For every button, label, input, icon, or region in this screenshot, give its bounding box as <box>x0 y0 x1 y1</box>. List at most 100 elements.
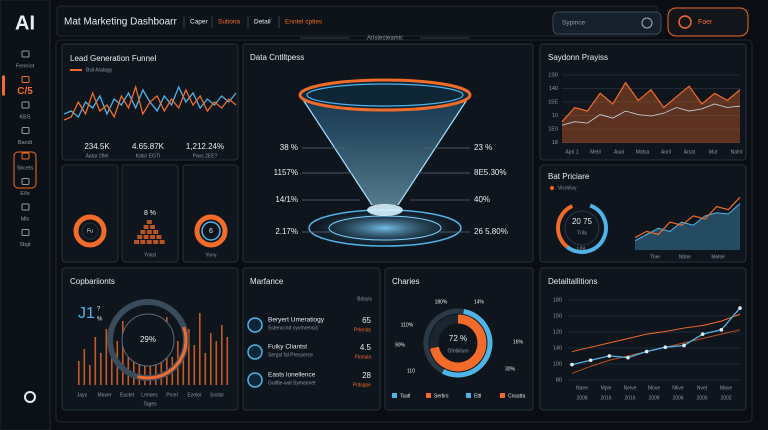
sidebar-item[interactable]: Fenniot <box>16 63 35 69</box>
search-icon <box>641 17 653 29</box>
pyramid-cell <box>137 235 143 239</box>
tab[interactable]: Sutiona <box>218 19 240 26</box>
bar <box>199 313 201 385</box>
funnel-label: 40% <box>474 195 490 204</box>
tab[interactable]: Enntel cpties <box>285 19 323 26</box>
y-tick-label: 180 <box>553 297 562 303</box>
item-sub: Sstenccnd oyvmrensis <box>268 325 319 331</box>
legend-label: Bsil Aralagy <box>86 67 113 73</box>
stat-value: 4.65.87K <box>132 142 165 151</box>
search-placeholder[interactable]: Sypince <box>562 20 586 27</box>
funnel-label: 38 % <box>280 143 298 152</box>
x-tick-label: Aoril <box>661 149 671 155</box>
line <box>561 81 741 123</box>
x-tick-label: 2009 <box>648 395 659 401</box>
bar <box>155 353 157 385</box>
x-tick-label: Lenoes <box>141 392 158 398</box>
x-tick-label: Nalnt <box>731 149 743 155</box>
x-tick-label: 2016 <box>600 395 611 401</box>
sidebar-item[interactable]: Sbgt <box>19 242 31 248</box>
item-icon <box>247 317 263 333</box>
sidebar-item[interactable]: KBS <box>19 114 30 120</box>
legend-dot <box>550 186 554 190</box>
tab[interactable]: Detail <box>254 19 271 26</box>
x-tick-label: Arsat <box>684 149 696 155</box>
gauge-label: Trila <box>577 230 587 236</box>
x-tick-label: 2002 <box>720 395 731 401</box>
point <box>663 345 668 350</box>
item-icon <box>247 372 263 388</box>
sidebar-icon <box>21 50 30 58</box>
sidebar-icon <box>21 127 30 134</box>
tab[interactable]: Caper <box>190 19 209 26</box>
funnel-core <box>367 204 403 216</box>
bar <box>105 329 108 385</box>
point <box>644 349 649 354</box>
item-value: 28 <box>362 371 371 380</box>
gauge-value: 29% <box>140 335 156 344</box>
search-box[interactable] <box>552 11 662 35</box>
pyramid-cell <box>146 230 152 234</box>
funnel-base-glow <box>305 208 465 248</box>
button-label[interactable]: Foer <box>698 19 713 26</box>
x-tick-label: Matsa <box>636 149 650 155</box>
funnel-label: 14/1% <box>275 195 298 204</box>
bar <box>210 333 212 385</box>
donut-label: 180% <box>435 299 448 305</box>
gauge-core <box>121 313 175 367</box>
sidebar-item[interactable]: Bandt <box>18 140 33 146</box>
panel <box>539 267 747 411</box>
x-tick-label: Sostsr <box>210 392 225 398</box>
donut-label: 30% <box>505 366 516 372</box>
bar <box>89 365 91 385</box>
stat-value: 234.5K <box>84 142 110 151</box>
pyramid-cell <box>153 240 159 244</box>
sidebar-item[interactable]: Sbcets <box>17 165 34 171</box>
x-tick-label: Ther <box>650 254 661 260</box>
sidebar-item[interactable]: C/5 <box>17 86 33 97</box>
subtitle: Arlstecteamic <box>367 36 403 42</box>
button[interactable] <box>667 7 749 37</box>
item-name: Fuiky Cliantst <box>268 344 307 351</box>
panel-title: Saydonn Prayiss <box>548 53 608 62</box>
tag: Bdsyis <box>357 296 372 302</box>
line <box>571 307 741 366</box>
panel-title: Detailtallitions <box>548 277 597 286</box>
y-tick-label: 100 <box>553 361 562 367</box>
x-tick-label: 2006 <box>672 395 683 401</box>
pyramid-cell <box>134 240 139 244</box>
ring <box>201 221 221 241</box>
ring <box>429 314 459 349</box>
bar <box>83 349 86 385</box>
funnel-label: 26 5.80% <box>474 227 508 236</box>
bar <box>138 361 141 385</box>
bar <box>78 361 80 385</box>
sidebar-item[interactable]: Mls <box>21 216 30 222</box>
sidebar-power[interactable] <box>24 391 36 403</box>
x-tick-label: Naee <box>576 385 588 391</box>
line <box>634 196 741 239</box>
bar <box>221 325 223 385</box>
gauge-label: USL <box>577 246 587 252</box>
y-tick-label: 18 <box>552 140 558 146</box>
sidebar-item-box <box>13 151 37 189</box>
x-tick-label: Nbter <box>679 254 692 260</box>
item-value: 65 <box>362 316 371 325</box>
line <box>561 103 741 126</box>
bar <box>226 337 229 385</box>
x-tick-label: Ezelor <box>187 392 202 398</box>
pyramid-cell <box>143 235 149 239</box>
bar <box>122 321 124 385</box>
y-tick-label: 140 <box>553 345 562 351</box>
stat-label: Katsr EGTI <box>136 153 161 159</box>
gauge-value: 20 75 <box>572 217 593 226</box>
sidebar-item[interactable]: E/lo <box>20 191 29 197</box>
donut-value: 72 % <box>449 334 467 343</box>
pyramid-cell <box>150 235 155 239</box>
funnel-top-inner <box>306 83 464 107</box>
x-tick-label: Prcel <box>166 392 177 398</box>
x-tick-label: Metil <box>590 149 601 155</box>
x-tick-label: Auai <box>614 149 624 155</box>
x-tick-label: Neive <box>624 385 637 391</box>
x-axis-title: Tages <box>143 401 157 407</box>
